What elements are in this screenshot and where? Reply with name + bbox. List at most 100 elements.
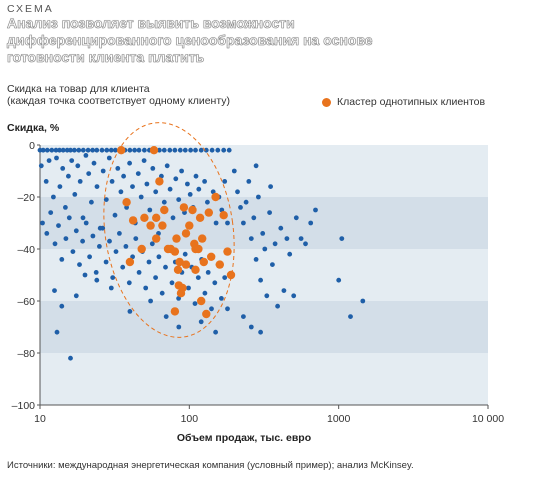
client-point — [149, 241, 155, 247]
cluster-ellipse — [103, 122, 235, 338]
client-point — [291, 293, 297, 299]
client-point — [308, 220, 314, 226]
client-point — [212, 280, 218, 286]
cluster-point — [219, 211, 228, 220]
client-point — [123, 244, 129, 249]
cluster-point — [181, 229, 191, 238]
cluster-point — [117, 146, 126, 155]
client-point — [127, 160, 132, 166]
client-point — [193, 147, 198, 153]
cluster-point — [195, 213, 205, 222]
cluster-point — [137, 244, 146, 254]
client-point — [144, 181, 150, 187]
client-point — [248, 324, 254, 330]
client-point — [52, 241, 58, 247]
client-point — [186, 285, 191, 291]
client-point — [60, 166, 66, 171]
client-point — [222, 179, 228, 184]
figure-title: Анализ позволяет выявить возможности диф… — [7, 15, 373, 66]
client-point — [73, 228, 79, 234]
client-point — [108, 147, 114, 153]
client-point — [40, 220, 45, 226]
client-point — [117, 231, 122, 236]
client-point — [133, 236, 139, 242]
client-point — [222, 275, 228, 280]
client-point — [94, 184, 100, 190]
cluster-point — [172, 234, 181, 243]
client-point — [73, 293, 79, 299]
y-tick-label: –80 — [17, 348, 35, 360]
client-point — [243, 199, 249, 205]
client-point — [185, 181, 190, 187]
client-point — [278, 225, 284, 231]
client-point — [163, 264, 168, 270]
client-point — [141, 158, 147, 164]
client-point — [238, 205, 243, 210]
client-point — [203, 147, 209, 153]
client-point — [77, 262, 82, 267]
client-point — [130, 254, 136, 260]
cluster-point — [178, 283, 187, 293]
client-point — [66, 215, 72, 221]
cluster-point — [128, 216, 138, 225]
client-point — [213, 220, 219, 226]
client-point — [51, 194, 56, 200]
client-point — [120, 264, 126, 270]
client-point — [198, 147, 204, 153]
client-point — [260, 231, 266, 236]
client-point — [83, 153, 89, 158]
client-point — [132, 147, 138, 153]
cluster-point — [204, 208, 213, 217]
client-point — [104, 147, 110, 153]
client-point — [226, 147, 232, 153]
y-tick-label: –20 — [17, 192, 35, 204]
client-point — [82, 272, 88, 278]
client-point — [275, 303, 280, 309]
client-point — [246, 179, 252, 184]
client-point — [89, 199, 94, 205]
client-point — [83, 220, 89, 226]
client-point — [164, 163, 170, 169]
plot-band — [40, 249, 488, 301]
client-point — [161, 199, 167, 205]
client-point — [182, 251, 188, 257]
client-point — [303, 241, 308, 247]
client-point — [54, 155, 59, 161]
client-point — [170, 215, 176, 221]
cluster-point — [152, 234, 161, 243]
client-point — [115, 166, 121, 171]
client-point — [339, 236, 345, 242]
x-tick-label: 10 — [34, 413, 46, 425]
client-point — [75, 163, 81, 169]
cluster-point — [226, 270, 236, 280]
client-point — [268, 184, 273, 190]
client-point — [153, 189, 159, 195]
client-point — [235, 189, 240, 195]
y-axis-title: Скидка, % — [7, 122, 60, 134]
client-point — [68, 147, 73, 153]
cluster-point — [202, 309, 211, 319]
y-tick-label: –40 — [17, 244, 35, 256]
client-point — [241, 220, 246, 226]
client-point — [187, 192, 193, 197]
client-point — [100, 225, 106, 231]
client-point — [313, 207, 318, 213]
client-point — [188, 147, 194, 153]
client-point — [93, 270, 99, 275]
cluster-point — [223, 247, 232, 256]
cluster-point — [122, 198, 131, 207]
client-point — [196, 186, 202, 192]
cluster-point — [140, 213, 149, 222]
client-point — [48, 210, 54, 216]
client-point — [135, 171, 141, 177]
client-point — [172, 147, 178, 153]
client-point — [267, 210, 272, 216]
cluster-point — [179, 203, 189, 212]
client-point — [179, 168, 185, 174]
client-point — [192, 301, 198, 306]
client-point — [53, 147, 59, 153]
client-point — [182, 147, 188, 153]
cluster-point — [181, 260, 191, 269]
client-point — [86, 171, 92, 177]
